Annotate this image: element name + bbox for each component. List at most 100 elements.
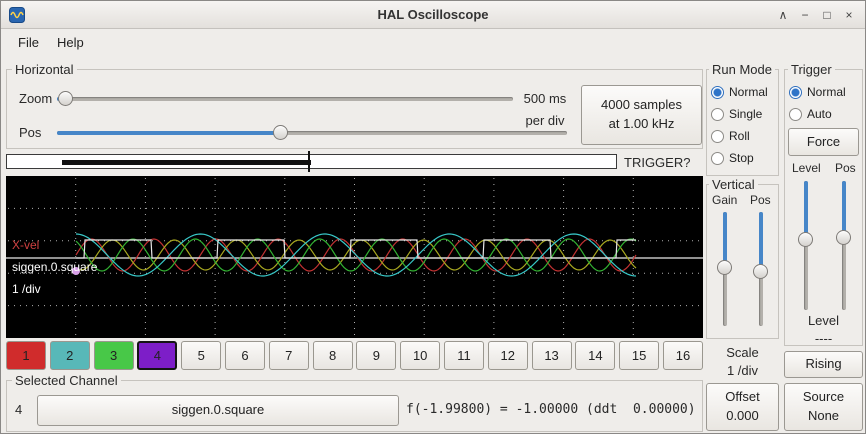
samples-line1: 4000 samples [601,97,682,113]
trigger-source-value: None [807,408,840,423]
pos-label: Pos [19,125,42,140]
offset-caption: Offset [725,389,760,405]
record-position-fill [62,160,311,165]
runmode-option-normal[interactable]: Normal [711,85,768,99]
channel-button-16[interactable]: 16 [662,341,703,370]
trigger-level-slider-handle[interactable] [798,232,813,248]
position-slider[interactable] [57,125,567,140]
trigger-option-auto[interactable]: Auto [789,107,832,121]
titlebar: HAL Oscilloscope ∧ − □ × [1,1,865,29]
force-button[interactable]: Force [788,128,859,156]
trigger-pos-label: Pos [835,161,856,175]
channel-button-9[interactable]: 9 [356,341,397,370]
trigger-position-tick [308,151,310,172]
channel-button-8[interactable]: 8 [312,341,353,370]
trigger-pos-slider-handle[interactable] [836,229,851,245]
runmode-option-roll[interactable]: Roll [711,129,750,143]
vertical-pos-label: Pos [750,193,771,207]
selected-channel-label: Selected Channel [12,373,121,388]
horizontal-group-label: Horizontal [12,62,77,77]
scope-channel4-label: siggen.0.square [12,260,98,274]
samples-button[interactable]: 4000 samples at 1.00 kHz [581,85,702,145]
shade-button[interactable]: ∧ [778,8,788,22]
trigger-source-caption: Source [802,389,845,405]
scale-caption: Scale [726,345,759,360]
channel-button-row: 1 2 3 4 5 6 7 8 9 10 11 12 13 14 15 16 [6,341,703,370]
offset-button[interactable]: Offset 0.000 [706,383,779,431]
zoom-label: Zoom [19,91,53,106]
trigger-question-label: TRIGGER? [624,155,691,170]
trigger-pos-slider[interactable] [836,181,851,310]
channel-button-5[interactable]: 5 [181,341,222,370]
channel-button-3[interactable]: 3 [93,341,134,370]
vertical-label: Vertical [709,177,758,192]
gain-slider-fill [723,212,727,268]
trigger-edge-button[interactable]: Rising [784,351,863,378]
runmode-option-stop[interactable]: Stop [711,151,754,165]
vertical-pos-slider[interactable] [753,212,768,326]
channel-value-readout: f(-1.99800) = -1.00000 (ddt 0.00000) [406,402,696,417]
trigger-level-value: ---- [814,331,833,346]
time-per-div: 500 ms per div [513,91,577,128]
zoom-slider-handle[interactable] [58,91,74,106]
maximize-button[interactable]: □ [823,8,831,22]
vertical-pos-slider-fill [759,212,763,273]
radio-icon [711,151,724,165]
channel-button-1[interactable]: 1 [6,341,46,370]
channel-button-4[interactable]: 4 [137,341,178,370]
record-position-bar[interactable] [6,151,617,172]
scope-canvas [6,178,703,336]
channel-source-button[interactable]: siggen.0.square [37,395,399,426]
channel-button-14[interactable]: 14 [575,341,616,370]
minimize-button[interactable]: − [801,8,809,22]
channel-button-13[interactable]: 13 [531,341,572,370]
menu-help[interactable]: Help [56,35,84,50]
radio-selected-icon [789,85,802,99]
position-slider-fill [57,131,282,135]
channel-source-label: siggen.0.square [171,402,265,418]
run-mode-label: Run Mode [709,62,775,77]
radio-selected-icon [711,85,724,99]
window-title: HAL Oscilloscope [377,7,489,22]
channel-button-10[interactable]: 10 [400,341,441,370]
channel-button-2[interactable]: 2 [49,341,90,370]
channel-button-11[interactable]: 11 [443,341,484,370]
samples-line2: at 1.00 kHz [608,116,675,131]
runmode-option-single[interactable]: Single [711,107,762,121]
radio-icon [711,107,724,121]
selected-channel-frame [6,380,703,432]
radio-icon [711,129,724,143]
position-slider-handle[interactable] [273,125,289,140]
scope-display: X-vel siggen.0.square 1 /div [6,176,703,338]
app-icon [9,7,25,23]
trigger-level-slider[interactable] [798,181,813,310]
menu-file[interactable]: File [18,35,39,50]
trigger-option-normal[interactable]: Normal [789,85,846,99]
scale-value: 1 /div [726,363,759,378]
selected-channel-number: 4 [15,402,23,417]
time-per-div-value: 500 ms [523,91,567,106]
offset-value: 0.000 [726,408,759,423]
gain-slider-handle[interactable] [717,259,732,275]
menubar: File Help [1,30,865,55]
horizontal-group-frame [6,69,703,149]
radio-icon [789,107,802,121]
trigger-level-slider-fill [804,181,808,241]
gain-label: Gain [712,193,738,207]
channel-button-12[interactable]: 12 [487,341,528,370]
zoom-slider[interactable] [57,91,513,106]
trigger-level-caption: Level [807,313,840,328]
trigger-label: Trigger [788,62,835,77]
channel-button-7[interactable]: 7 [268,341,309,370]
gain-slider[interactable] [717,212,732,326]
scope-scale-label: 1 /div [12,282,41,296]
vertical-pos-slider-handle[interactable] [753,264,768,280]
close-button[interactable]: × [845,8,853,22]
trigger-source-button[interactable]: Source None [784,383,863,431]
channel-button-6[interactable]: 6 [224,341,265,370]
trigger-level-label: Level [792,161,821,175]
channel-button-15[interactable]: 15 [619,341,660,370]
vertical-frame [706,184,779,339]
time-per-div-caption: per div [525,113,565,128]
